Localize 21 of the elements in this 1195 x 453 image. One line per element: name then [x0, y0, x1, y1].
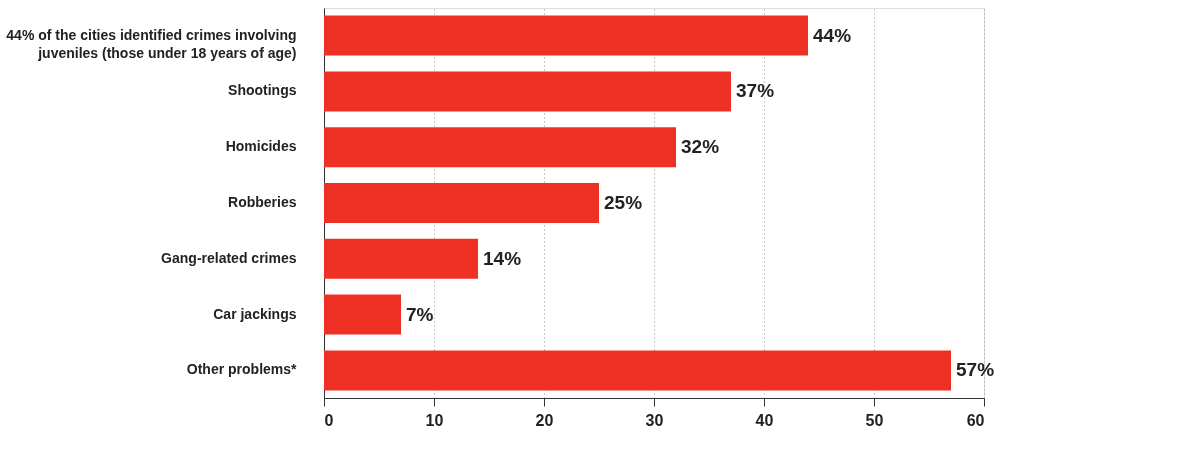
data-label: 37%	[736, 80, 775, 102]
x-tick-label: 30	[645, 411, 664, 429]
y-tick-label: Homicides	[225, 138, 297, 155]
x-tick-label: 0	[324, 411, 334, 429]
y-tick-label: Other problems*	[186, 361, 298, 378]
data-label: 7%	[406, 303, 434, 325]
data-label: 32%	[681, 136, 720, 158]
y-tick-label: 44% of the cities identified crimes involving juveniles (those under 18 years of age)	[6, 26, 297, 61]
x-tick-label: 60	[966, 411, 985, 429]
x-tick-label: 10	[425, 411, 444, 429]
data-label: 14%	[483, 247, 522, 269]
x-tick-label: 20	[535, 411, 554, 429]
data-label: 25%	[604, 192, 643, 213]
y-tick-label: Shootings	[228, 82, 297, 99]
y-tick-label: Robberies	[228, 194, 297, 210]
x-tick-label: 40	[755, 411, 774, 429]
x-tick-label: 50	[865, 411, 884, 429]
y-tick-label: Gang-related crimes	[161, 249, 297, 266]
y-tick-label: Car jackings	[213, 305, 297, 322]
data-label: 44%	[813, 24, 852, 46]
data-label: 57%	[956, 359, 995, 381]
